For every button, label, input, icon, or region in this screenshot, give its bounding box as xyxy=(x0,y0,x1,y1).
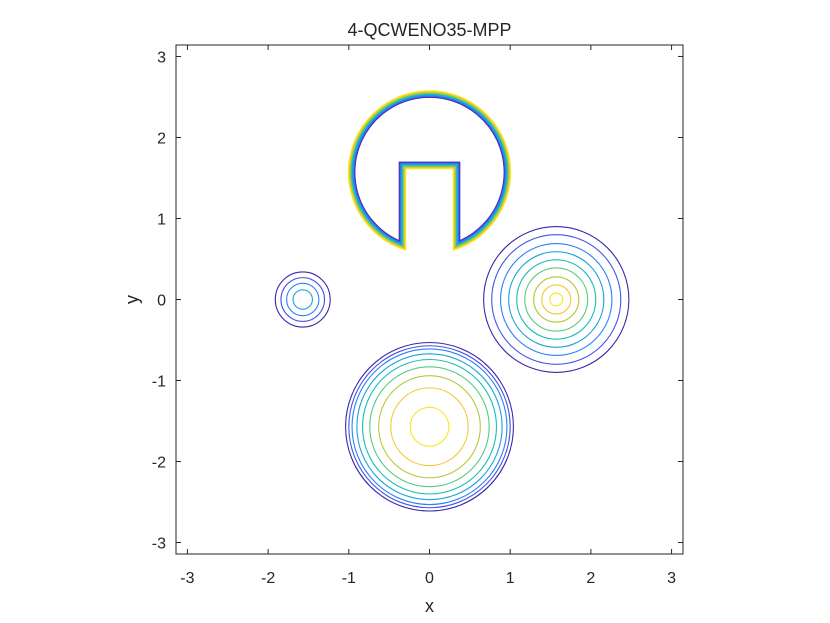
contour-line xyxy=(351,93,508,247)
contour-line xyxy=(378,375,481,479)
contour-line xyxy=(491,234,622,365)
axis-ticks: -3 -2 -1 0 1 2 3 -3 -2 -1 0 1 2 3 xyxy=(152,45,683,587)
x-tick-label: -3 xyxy=(180,570,194,587)
contour-line xyxy=(350,92,509,248)
contour-line xyxy=(345,341,514,512)
contour-line xyxy=(524,267,589,332)
y-tick-label: 2 xyxy=(157,130,166,147)
contour-line xyxy=(274,271,331,328)
y-tick-label: 0 xyxy=(157,293,166,310)
x-tick-label: -1 xyxy=(342,570,356,587)
y-tick-label: 3 xyxy=(157,49,166,66)
contour-line xyxy=(347,90,512,251)
contour-line xyxy=(409,406,450,447)
x-tick-label: 1 xyxy=(506,570,515,587)
x-axis-label: x xyxy=(425,596,434,616)
contour-line xyxy=(541,284,572,315)
x-tick-label: 0 xyxy=(425,570,434,587)
cone-contours xyxy=(483,226,630,373)
x-tick-label: -2 xyxy=(261,570,275,587)
chart-title: 4-QCWENO35-MPP xyxy=(347,20,511,40)
contour-line xyxy=(351,94,508,245)
slotted-disk-contours xyxy=(347,90,512,251)
contour-line xyxy=(348,345,511,509)
contour-line xyxy=(500,243,613,356)
contour-line xyxy=(352,95,507,244)
contour-line xyxy=(508,251,605,348)
contour-lines xyxy=(274,90,630,512)
y-tick-label: -1 xyxy=(152,374,166,391)
contour-line xyxy=(292,289,313,310)
x-tick-label: 3 xyxy=(667,570,676,587)
y-tick-label: -2 xyxy=(152,455,166,472)
x-tick-label: 2 xyxy=(586,570,595,587)
contour-line xyxy=(353,95,506,243)
hump-contours xyxy=(345,341,514,512)
contour-line xyxy=(369,366,490,488)
contour-line xyxy=(348,91,511,250)
contour-line xyxy=(533,276,580,323)
contour-line xyxy=(549,292,564,307)
contour-line xyxy=(354,96,505,242)
contour-line xyxy=(351,348,508,506)
y-axis-label: y xyxy=(122,295,142,304)
contour-line xyxy=(390,387,469,467)
y-tick-label: -3 xyxy=(152,536,166,553)
contour-line xyxy=(356,353,503,501)
y-tick-label: 1 xyxy=(157,211,166,228)
contour-line xyxy=(286,282,320,317)
small-gaussian-contours xyxy=(274,271,331,328)
contour-line xyxy=(280,277,326,322)
contour-line xyxy=(361,358,498,495)
contour-line xyxy=(483,226,630,373)
contour-line xyxy=(349,91,510,249)
contour-line xyxy=(516,259,597,340)
